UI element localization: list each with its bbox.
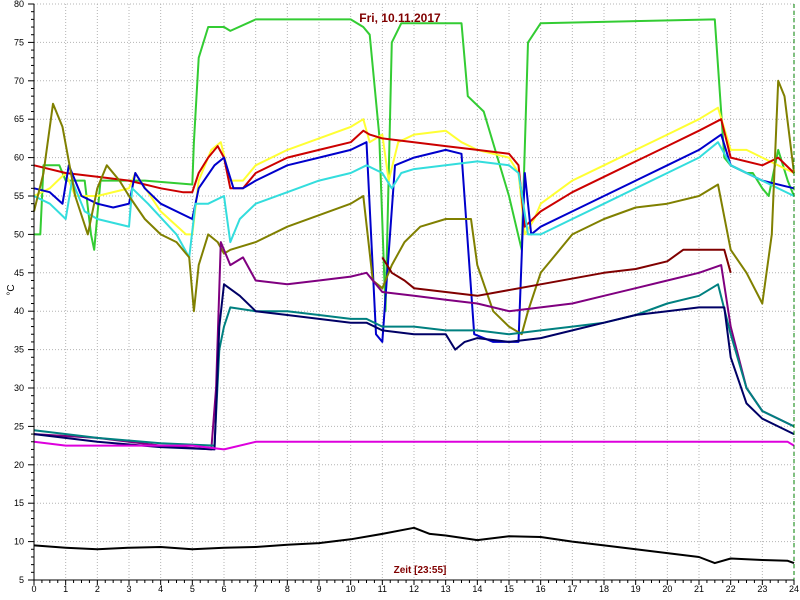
x-tick-label: 19	[631, 584, 641, 594]
series-line-11	[33, 440, 795, 451]
y-tick-label: 5	[19, 575, 24, 585]
series-line-5	[33, 141, 795, 259]
x-tick-label: 13	[441, 584, 451, 594]
x-tick-label: 5	[190, 584, 195, 594]
x-tick-label: 10	[346, 584, 356, 594]
series-line-4	[33, 133, 795, 343]
y-tick-label: 55	[14, 191, 24, 201]
x-tick-label: 18	[599, 584, 609, 594]
x-tick-label: 3	[126, 584, 131, 594]
y-tick-label: 70	[14, 76, 24, 86]
series-line-7	[381, 248, 732, 297]
series-line-9	[33, 283, 795, 447]
y-tick-labels: 5 10 15 20 25 30 35 40 45 50 55 60 65 70 75 80	[14, 0, 24, 585]
x-tick-label: 7	[253, 584, 258, 594]
x-tick-label: 6	[221, 584, 226, 594]
y-axis-label: °C	[6, 284, 17, 295]
x-tick-label: 4	[158, 584, 163, 594]
x-tick-label: 14	[472, 584, 482, 594]
y-tick-label: 35	[14, 345, 24, 355]
x-tick-label: 24	[789, 584, 799, 594]
x-tick-label: 9	[316, 584, 321, 594]
x-tick-label: 22	[726, 584, 736, 594]
y-tick-label: 65	[14, 114, 24, 124]
x-tick-labels: 0 1 2 3 4 5 6 7 8 9 10 11 12 13 14 15 16 17 18 19 20 21 22 23 24	[31, 584, 799, 594]
y-tick-label: 20	[14, 460, 24, 470]
y-tick-label: 15	[14, 498, 24, 508]
series-lines	[33, 18, 795, 565]
x-tick-label: 12	[409, 584, 419, 594]
x-tick-label: 15	[504, 584, 514, 594]
y-tick-label: 25	[14, 421, 24, 431]
series-line-2	[33, 106, 795, 236]
axes	[28, 3, 795, 585]
y-tick-label: 50	[14, 229, 24, 239]
x-tick-label: 0	[31, 584, 36, 594]
y-tick-label: 45	[14, 268, 24, 278]
grid	[33, 3, 795, 581]
x-tick-label: 17	[567, 584, 577, 594]
chart-title: Fri, 10.11.2017	[359, 11, 441, 25]
y-tick-label: 75	[14, 37, 24, 47]
x-tick-label: 20	[662, 584, 672, 594]
series-line-8	[33, 241, 795, 451]
x-tick-label: 2	[95, 584, 100, 594]
y-tick-label: 40	[14, 306, 24, 316]
y-tick-label: 80	[14, 0, 24, 9]
y-tick-label: 60	[14, 153, 24, 163]
series-line-12	[33, 526, 795, 565]
x-tick-label: 8	[285, 584, 290, 594]
x-tick-label: 1	[63, 584, 68, 594]
x-tick-label: 16	[536, 584, 546, 594]
y-tick-label: 10	[14, 537, 24, 547]
x-tick-label: 23	[757, 584, 767, 594]
x-axis-label: Zeit [23:55]	[394, 565, 447, 576]
x-tick-label: 21	[694, 584, 704, 594]
x-tick-label: 11	[378, 584, 387, 594]
series-line-10	[33, 283, 795, 451]
series-line-3	[33, 118, 795, 228]
y-tick-label: 30	[14, 383, 24, 393]
